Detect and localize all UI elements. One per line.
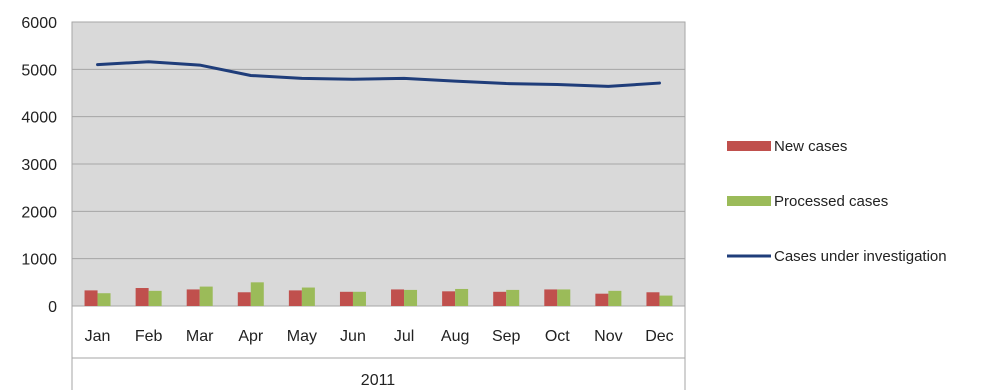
y-tick-label: 5000 xyxy=(21,62,57,79)
legend-label-processed-cases: Processed cases xyxy=(774,193,888,210)
bar-processed-cases xyxy=(352,291,366,306)
x-tick-label: Nov xyxy=(594,328,622,345)
bar-processed-cases xyxy=(557,289,571,306)
bar-new-cases xyxy=(442,291,456,306)
legend-swatch-new-cases xyxy=(727,141,771,151)
legend-label-cases-under-investigation: Cases under investigation xyxy=(774,248,947,265)
line-series xyxy=(96,60,661,88)
plot-area-group xyxy=(71,21,686,307)
x-tick-label: Apr xyxy=(238,328,264,345)
legend: New cases Processed cases Cases under inve… xyxy=(727,138,947,265)
x-tick-label: Jan xyxy=(85,328,111,345)
bar-new-cases xyxy=(288,290,302,306)
x-tick-label: Sep xyxy=(492,328,521,345)
bar-processed-cases xyxy=(199,286,213,306)
legend-swatch-processed-cases xyxy=(727,196,771,206)
bar-processed-cases xyxy=(97,293,111,306)
y-tick-label: 4000 xyxy=(21,110,57,127)
bar-new-cases xyxy=(84,290,98,306)
bar-processed-cases xyxy=(250,282,264,306)
y-tick-label: 0 xyxy=(48,299,57,316)
x-tick-label: Jun xyxy=(340,328,366,345)
y-tick-label: 3000 xyxy=(21,157,57,174)
x-tick-label: Dec xyxy=(645,328,673,345)
legend-label-new-cases: New cases xyxy=(774,138,847,155)
x-axis-ticks: Jan Feb Mar Apr May Jun Jul Aug Sep Oct Nov Dec xyxy=(85,328,674,345)
x-tick-label: Aug xyxy=(441,328,469,345)
bar-new-cases xyxy=(544,289,558,306)
bar-new-cases xyxy=(595,293,609,306)
bar-new-cases xyxy=(186,289,200,306)
bar-new-cases xyxy=(391,289,405,306)
bar-processed-cases xyxy=(608,290,622,306)
y-tick-label: 1000 xyxy=(21,252,57,269)
bar-new-cases xyxy=(339,291,353,306)
bar-new-cases xyxy=(135,288,149,306)
bar-processed-cases xyxy=(506,289,520,306)
axis-frame xyxy=(71,306,686,390)
y-tick-label: 6000 xyxy=(21,15,57,32)
bar-processed-cases xyxy=(659,295,673,306)
gridlines xyxy=(72,68,685,260)
bar-new-cases xyxy=(237,292,251,306)
bar-processed-cases xyxy=(301,287,315,306)
line-cases-under-investigation xyxy=(96,60,661,88)
y-tick-label: 2000 xyxy=(21,204,57,221)
bar-processed-cases xyxy=(404,289,418,306)
x-axis-group-label: 2011 xyxy=(361,372,396,389)
x-tick-label: May xyxy=(287,328,317,345)
bars xyxy=(84,282,673,306)
y-axis-ticks: 0 1000 2000 3000 4000 5000 6000 xyxy=(21,15,57,316)
x-tick-label: Feb xyxy=(135,328,163,345)
x-tick-label: Oct xyxy=(545,328,570,345)
bar-new-cases xyxy=(646,292,660,306)
x-tick-label: Mar xyxy=(186,328,214,345)
bar-new-cases xyxy=(493,291,507,306)
bar-processed-cases xyxy=(455,288,469,306)
x-tick-label: Jul xyxy=(394,328,414,345)
bar-processed-cases xyxy=(148,290,162,306)
